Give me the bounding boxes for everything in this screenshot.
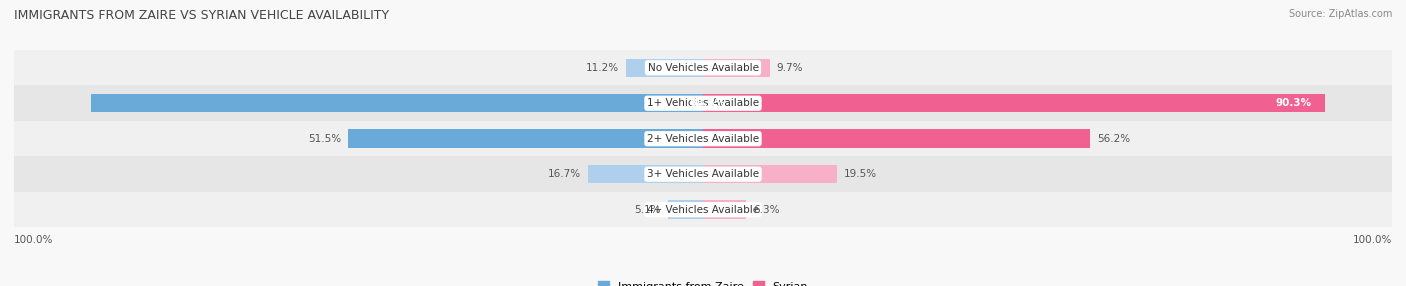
- Text: 100.0%: 100.0%: [14, 235, 53, 245]
- Text: 19.5%: 19.5%: [844, 169, 877, 179]
- Bar: [14, 192, 1392, 227]
- Text: 88.8%: 88.8%: [689, 98, 725, 108]
- Text: 9.7%: 9.7%: [776, 63, 803, 73]
- Text: 4+ Vehicles Available: 4+ Vehicles Available: [647, 205, 759, 215]
- Bar: [14, 156, 1392, 192]
- Bar: [14, 50, 1392, 86]
- Text: 2+ Vehicles Available: 2+ Vehicles Available: [647, 134, 759, 144]
- Text: 1+ Vehicles Available: 1+ Vehicles Available: [647, 98, 759, 108]
- Bar: [703, 130, 1090, 148]
- Text: No Vehicles Available: No Vehicles Available: [648, 63, 758, 73]
- Text: Source: ZipAtlas.com: Source: ZipAtlas.com: [1288, 9, 1392, 19]
- Bar: [703, 200, 747, 219]
- Bar: [703, 59, 770, 77]
- Text: 90.3%: 90.3%: [1275, 98, 1312, 108]
- Text: 5.1%: 5.1%: [634, 205, 661, 215]
- Text: 51.5%: 51.5%: [308, 134, 342, 144]
- Bar: [91, 94, 703, 112]
- Text: IMMIGRANTS FROM ZAIRE VS SYRIAN VEHICLE AVAILABILITY: IMMIGRANTS FROM ZAIRE VS SYRIAN VEHICLE …: [14, 9, 389, 21]
- Bar: [703, 94, 1324, 112]
- Bar: [588, 165, 703, 183]
- Bar: [349, 130, 703, 148]
- Text: 56.2%: 56.2%: [1097, 134, 1130, 144]
- Bar: [14, 86, 1392, 121]
- Text: 6.3%: 6.3%: [754, 205, 780, 215]
- Text: 16.7%: 16.7%: [548, 169, 581, 179]
- Legend: Immigrants from Zaire, Syrian: Immigrants from Zaire, Syrian: [593, 277, 813, 286]
- Text: 100.0%: 100.0%: [1353, 235, 1392, 245]
- Bar: [626, 59, 703, 77]
- Bar: [703, 165, 838, 183]
- Text: 3+ Vehicles Available: 3+ Vehicles Available: [647, 169, 759, 179]
- Text: 11.2%: 11.2%: [586, 63, 619, 73]
- Bar: [668, 200, 703, 219]
- Bar: [14, 121, 1392, 156]
